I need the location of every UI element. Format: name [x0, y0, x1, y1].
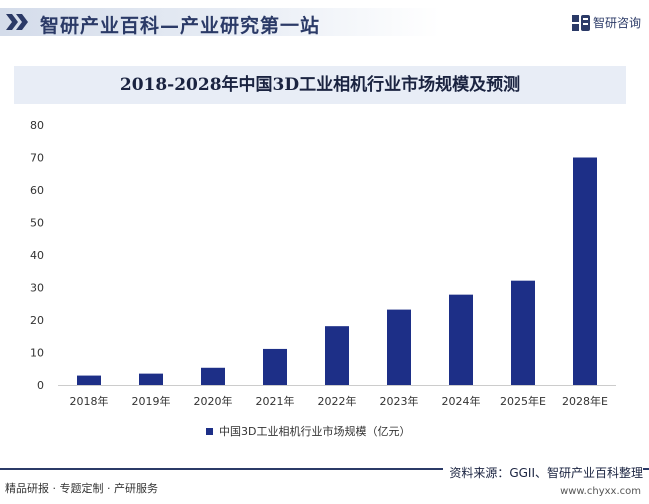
footer-source: 资料来源：GGII、智研产业百科整理: [443, 464, 643, 481]
header-title: 智研产业百科—产业研究第一站: [40, 15, 321, 37]
bar-chart: 0 10 20 30 40 50 60 70 80 2018年 2019年 2020年 2021年 202…: [30, 119, 616, 408]
x-tick-label: 2021年: [256, 394, 295, 408]
bar: [201, 367, 225, 385]
header-banner: [0, 8, 440, 36]
bar: [449, 294, 473, 385]
chart-legend: 中国3D工业相机行业市场规模（亿元）: [206, 423, 410, 439]
bar: [139, 373, 163, 385]
footer-url[interactable]: www.chyxx.com: [560, 486, 641, 497]
y-tick-label: 10: [30, 347, 44, 360]
bar: [387, 309, 411, 385]
page-header: 智研产业百科—产业研究第一站 智研咨询: [0, 0, 649, 44]
chart-title: 2018-2028年中国3D工业相机行业市场规模及预测: [119, 75, 521, 95]
x-tick-label: 2019年: [132, 394, 171, 408]
footer-services: 精品研报 · 专题定制 · 产研服务: [5, 482, 158, 495]
x-tick-label: 2020年: [194, 394, 233, 408]
legend-swatch: [206, 427, 213, 435]
y-tick-label: 40: [30, 249, 44, 262]
y-tick-label: 70: [30, 152, 44, 165]
bar: [573, 157, 597, 385]
legend-label: 中国3D工业相机行业市场规模（亿元）: [219, 425, 411, 438]
brand-logo-icon: [571, 14, 590, 31]
bar: [511, 280, 535, 385]
x-tick-label: 2023年: [380, 394, 419, 408]
y-tick-label: 60: [30, 184, 44, 197]
x-tick-label: 2028年E: [562, 394, 608, 408]
x-tick-label: 2022年: [318, 394, 357, 408]
brand-logo-text: 智研咨询: [592, 16, 641, 30]
y-tick-label: 30: [30, 282, 44, 295]
bar: [263, 348, 287, 385]
bar: [325, 326, 349, 385]
brand-logo[interactable]: 智研咨询: [571, 14, 641, 31]
x-tick-label: 2018年: [70, 394, 109, 408]
footer-divider: [0, 468, 649, 470]
y-tick-label: 80: [30, 119, 44, 132]
bar: [77, 375, 101, 385]
y-tick-label: 0: [37, 379, 44, 392]
y-tick-label: 20: [30, 314, 44, 327]
y-tick-label: 50: [30, 217, 44, 230]
x-tick-label: 2025年E: [500, 394, 546, 408]
double-chevron-icon: [6, 14, 28, 30]
x-tick-label: 2024年: [442, 394, 481, 408]
chart-title-box: 2018-2028年中国3D工业相机行业市场规模及预测: [14, 66, 626, 104]
